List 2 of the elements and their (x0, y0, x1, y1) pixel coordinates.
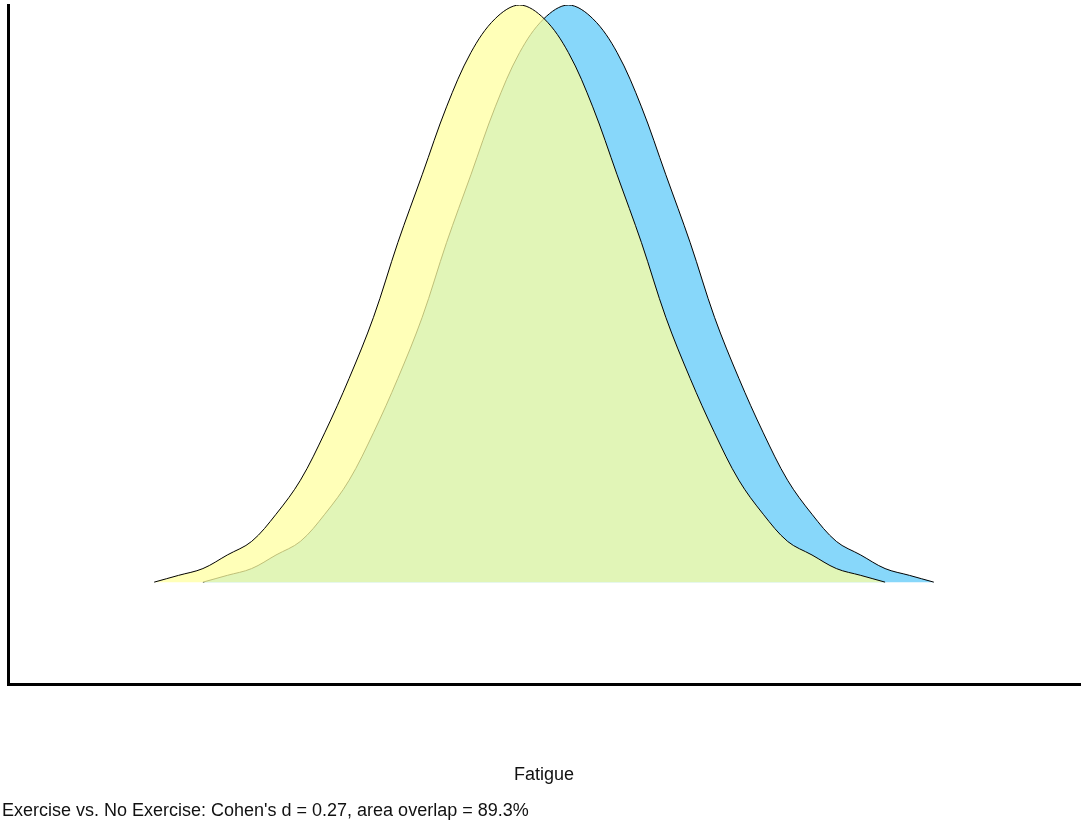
x-axis-title: Fatigue (513, 764, 575, 785)
text: Exercise vs. No Exercise: Cohen's d = 0.27, area overlap = 89.3% (2, 800, 529, 821)
